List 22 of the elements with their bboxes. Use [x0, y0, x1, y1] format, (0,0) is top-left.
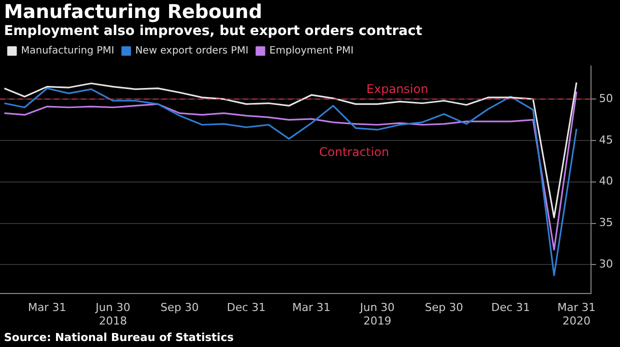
y-tick-label: 50 [599, 92, 614, 105]
legend-label: Manufacturing PMI [21, 46, 114, 57]
y-tick-label: 45 [599, 133, 614, 146]
x-tick-label: Sep 30 [160, 301, 199, 314]
x-tick-label: Mar 31 [28, 301, 66, 314]
x-tick-label: Jun 30 2018 [94, 301, 130, 328]
legend-label: Employment PMI [269, 46, 354, 57]
y-tick-label: 35 [599, 216, 614, 230]
x-tick-label: Sep 30 [424, 301, 464, 314]
y-tick-label: 30 [599, 257, 614, 270]
x-tick-label: Dec 31 [226, 301, 266, 314]
chart-title: Manufacturing Rebound [4, 1, 262, 23]
x-tick-label: Mar 31 2020 [557, 301, 596, 328]
x-tick-label: Jun 30 2019 [359, 301, 395, 328]
ref-line-label: Expansion [366, 82, 428, 96]
chart-subtitle: Employment also improves, but export orders contract [4, 23, 422, 39]
y-tick-label: 40 [599, 174, 614, 188]
x-tick-label: Mar 31 [292, 301, 331, 314]
source-note: Source: National Bureau of Statistics [4, 331, 234, 344]
x-tick-label: Dec 31 [491, 301, 530, 314]
annotation: Contraction [319, 145, 390, 160]
legend-label: New export orders PMI [135, 46, 248, 57]
